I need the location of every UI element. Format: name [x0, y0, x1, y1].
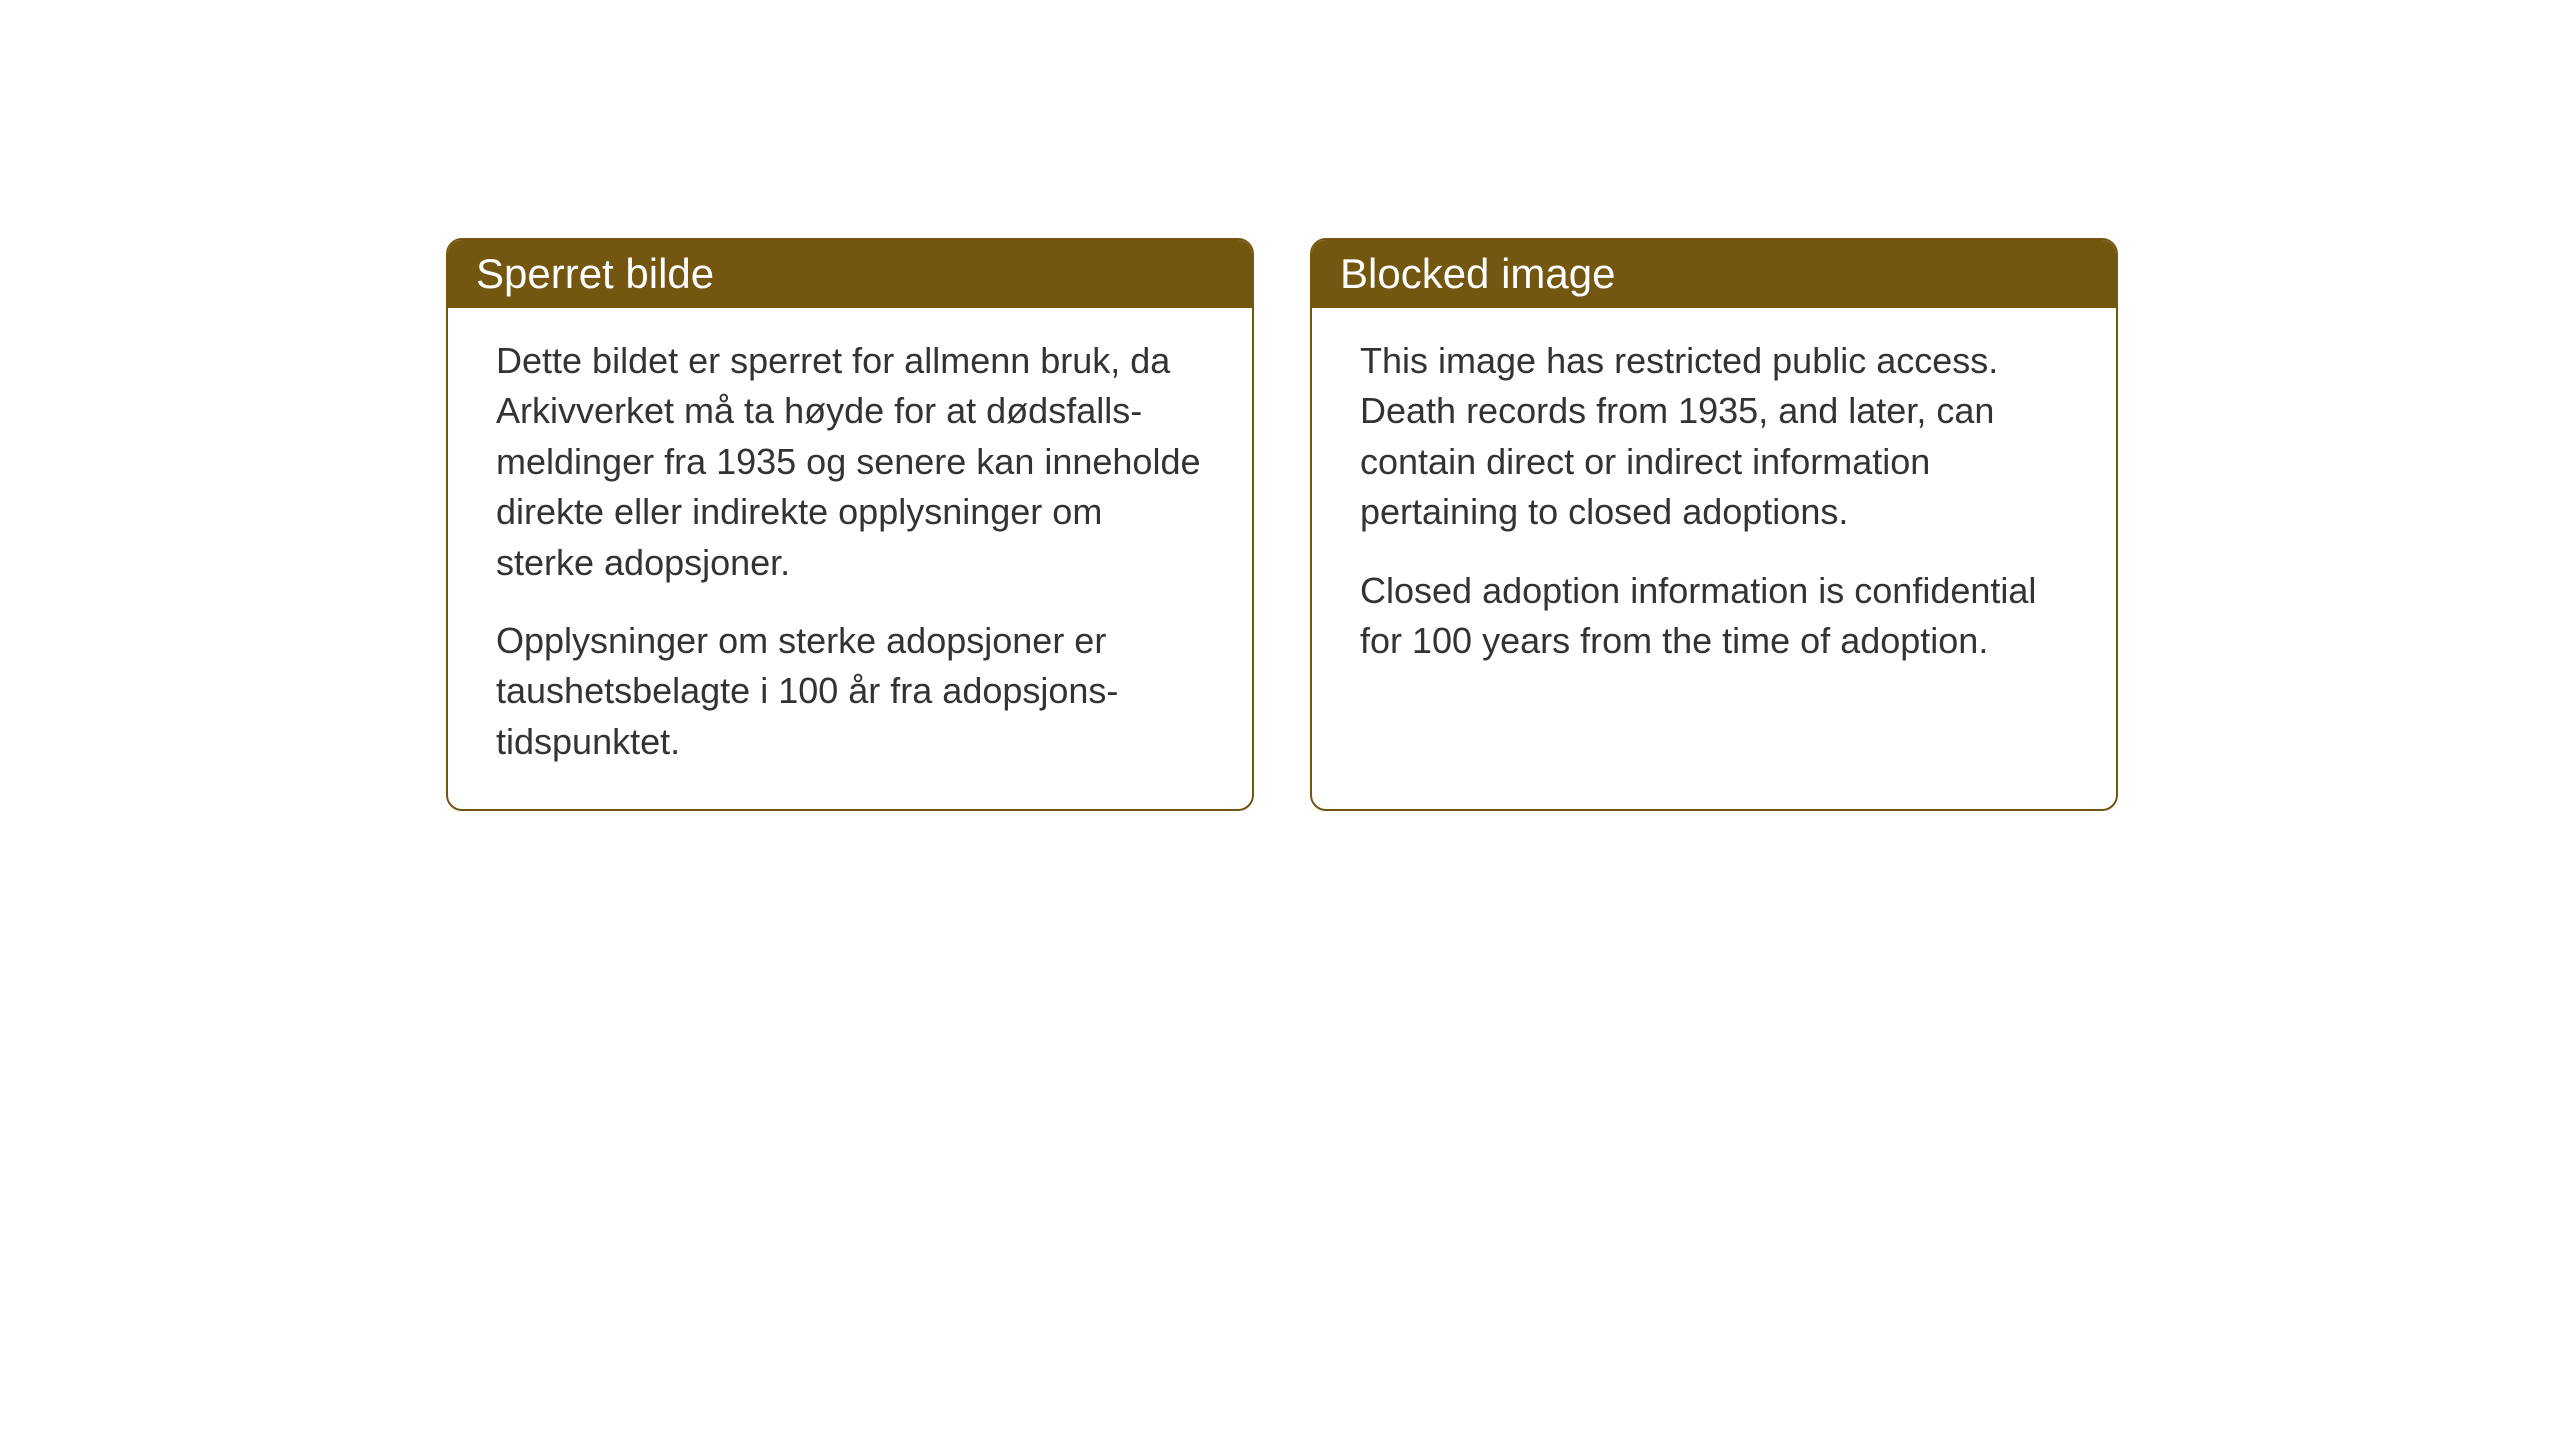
card-paragraph-1-english: This image has restricted public access.… [1360, 336, 2068, 538]
card-header-norwegian: Sperret bilde [448, 240, 1252, 308]
card-title-english: Blocked image [1340, 250, 1615, 297]
card-body-english: This image has restricted public access.… [1312, 308, 2116, 708]
card-paragraph-2-norwegian: Opplysninger om sterke adopsjoner er tau… [496, 616, 1204, 767]
card-header-english: Blocked image [1312, 240, 2116, 308]
card-paragraph-2-english: Closed adoption information is confident… [1360, 566, 2068, 667]
card-title-norwegian: Sperret bilde [476, 250, 714, 297]
card-norwegian: Sperret bilde Dette bildet er sperret fo… [446, 238, 1254, 811]
card-english: Blocked image This image has restricted … [1310, 238, 2118, 811]
card-paragraph-1-norwegian: Dette bildet er sperret for allmenn bruk… [496, 336, 1204, 588]
cards-container: Sperret bilde Dette bildet er sperret fo… [446, 238, 2118, 811]
card-body-norwegian: Dette bildet er sperret for allmenn bruk… [448, 308, 1252, 809]
